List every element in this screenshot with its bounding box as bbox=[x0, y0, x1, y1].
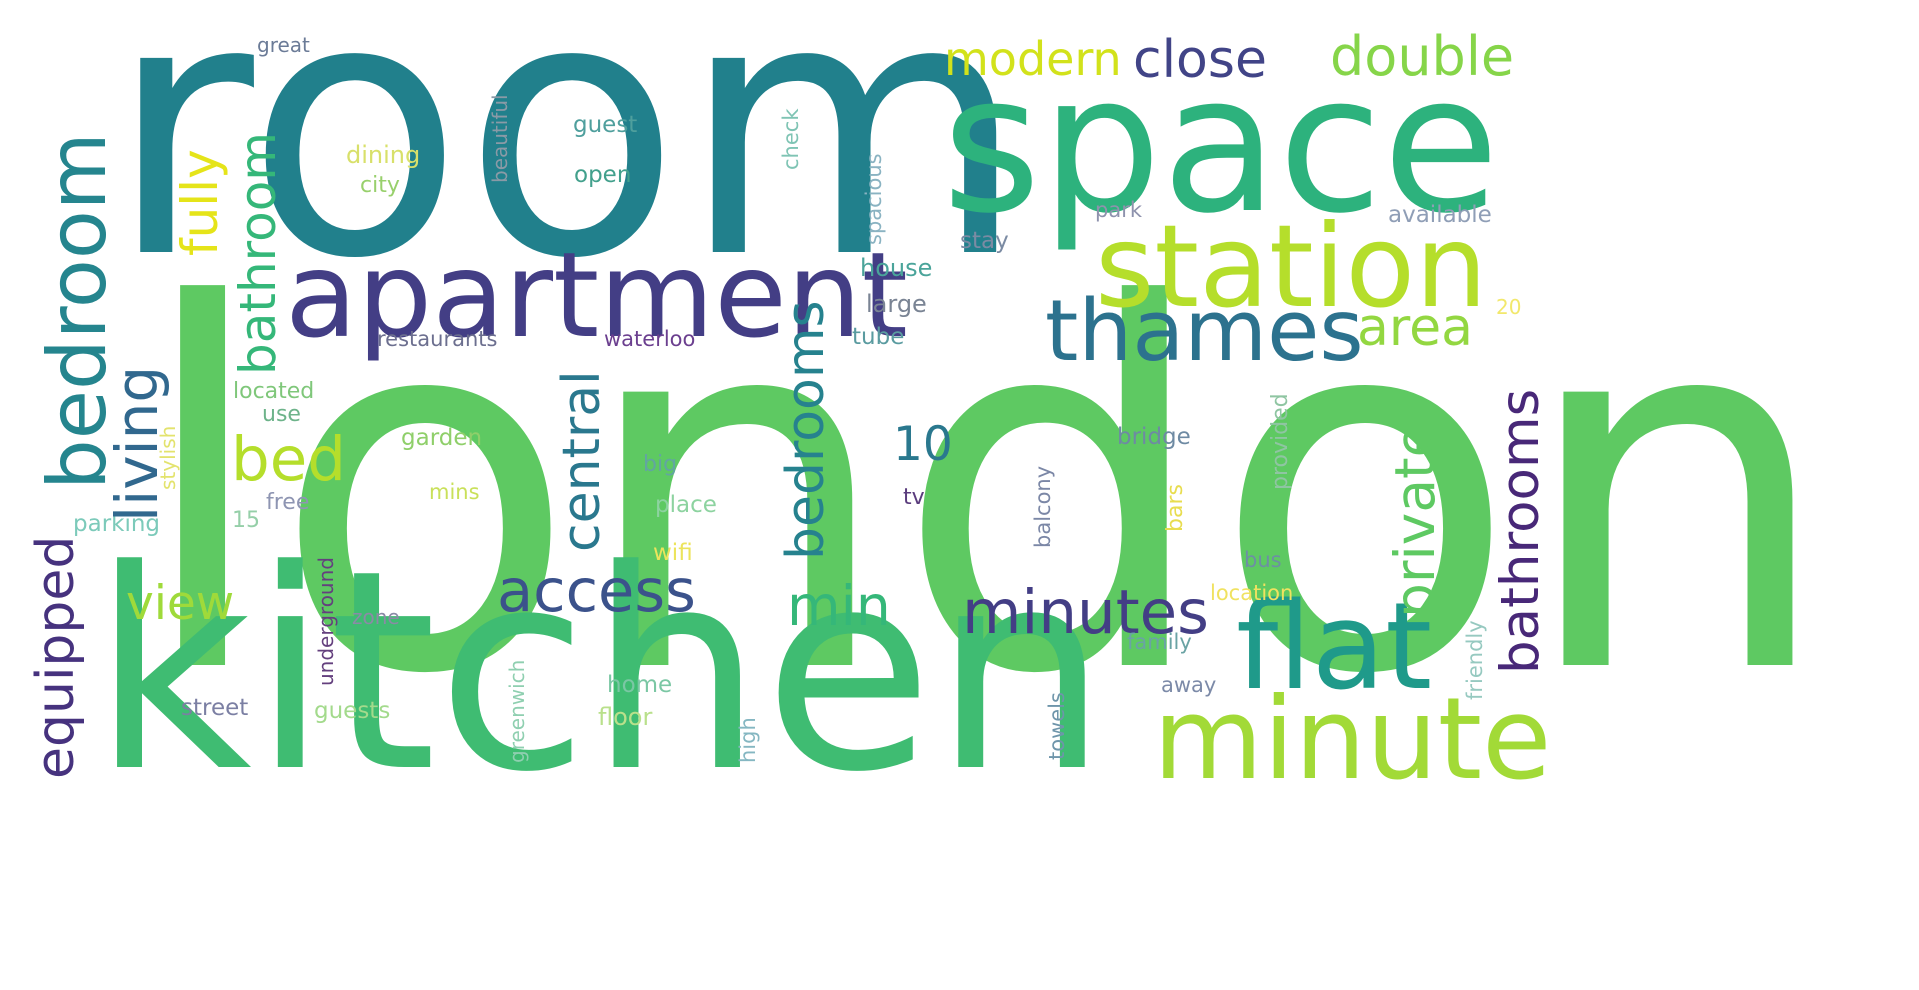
word-available: available bbox=[1388, 202, 1492, 228]
word-room: room bbox=[108, 0, 1027, 336]
word-20: 20 bbox=[1496, 295, 1522, 319]
word-space: space bbox=[942, 34, 1500, 255]
word-family: family bbox=[1127, 630, 1192, 654]
word-street: street bbox=[181, 695, 249, 721]
word-large: large bbox=[866, 290, 927, 318]
word-bathrooms: bathrooms bbox=[1490, 388, 1551, 674]
word-underground: underground bbox=[314, 557, 338, 686]
word-greenwich: greenwich bbox=[505, 659, 529, 763]
word-bridge: bridge bbox=[1117, 424, 1191, 450]
word-balcony: balcony bbox=[1031, 465, 1055, 548]
word-free: free bbox=[266, 490, 310, 515]
word-big: big bbox=[643, 452, 678, 477]
word-station: station bbox=[1095, 200, 1488, 333]
word-home: home bbox=[607, 672, 673, 698]
word-view: view bbox=[126, 576, 235, 631]
word-fully: fully bbox=[171, 149, 229, 256]
word-guest: guest bbox=[573, 112, 638, 138]
word-park: park bbox=[1095, 198, 1142, 222]
word-zone: zone bbox=[352, 605, 400, 629]
word-use: use bbox=[262, 402, 301, 427]
word-kitchen: kitchen bbox=[92, 512, 1109, 833]
word-place: place bbox=[655, 492, 717, 518]
word-bed: bed bbox=[231, 424, 346, 495]
word-equipped: equipped bbox=[26, 535, 86, 779]
word-area: area bbox=[1357, 298, 1473, 358]
word-located: located bbox=[233, 379, 315, 404]
word-flat: flat bbox=[1236, 578, 1433, 717]
word-london: london bbox=[133, 201, 1835, 783]
word-minute: minute bbox=[1153, 673, 1552, 805]
word-bathroom: bathroom bbox=[229, 131, 287, 375]
word-wifi: wifi bbox=[653, 540, 693, 566]
word-thames: thames bbox=[1045, 282, 1364, 381]
word-house: house bbox=[860, 254, 933, 282]
word-location: location bbox=[1210, 581, 1294, 605]
word-floor: floor bbox=[598, 703, 653, 731]
word-guests: guests bbox=[314, 698, 391, 724]
word-private: private bbox=[1383, 423, 1447, 618]
word-bars: bars bbox=[1163, 484, 1188, 532]
word-high: high bbox=[736, 717, 760, 763]
word-bedrooms: bedrooms bbox=[776, 300, 836, 560]
word-great: great bbox=[257, 33, 310, 57]
word-spacious: spacious bbox=[862, 153, 886, 245]
word-modern: modern bbox=[944, 32, 1122, 86]
word-away: away bbox=[1161, 673, 1217, 697]
word-access: access bbox=[497, 556, 696, 625]
word-apartment: apartment bbox=[285, 226, 908, 364]
word-stay: stay bbox=[960, 228, 1009, 254]
word-tv: tv bbox=[903, 485, 925, 510]
word-tube: tube bbox=[852, 324, 905, 350]
word-stylish: stylish bbox=[156, 425, 180, 490]
word-parking: parking bbox=[73, 511, 161, 537]
word-restaurants: restaurants bbox=[377, 327, 498, 351]
word-central: central bbox=[552, 370, 612, 552]
word-garden: garden bbox=[401, 425, 483, 451]
word-minutes: minutes bbox=[962, 577, 1209, 648]
word-towels: towels bbox=[1045, 692, 1069, 760]
word-mins: mins bbox=[429, 480, 480, 504]
word-provided: provided bbox=[1268, 393, 1293, 490]
word-beautiful: beautiful bbox=[488, 94, 512, 183]
word-friendly: friendly bbox=[1463, 620, 1487, 700]
word-15: 15 bbox=[232, 508, 260, 533]
word-waterloo: waterloo bbox=[604, 327, 696, 351]
word-10: 10 bbox=[893, 417, 953, 472]
word-city: city bbox=[360, 173, 400, 198]
word-double: double bbox=[1330, 25, 1515, 88]
word-close: close bbox=[1133, 30, 1267, 90]
word-min: min bbox=[787, 574, 891, 638]
word-dining: dining bbox=[346, 141, 421, 169]
word-check: check bbox=[779, 108, 803, 170]
word-open: open bbox=[574, 162, 632, 188]
word-bus: bus bbox=[1244, 548, 1282, 572]
